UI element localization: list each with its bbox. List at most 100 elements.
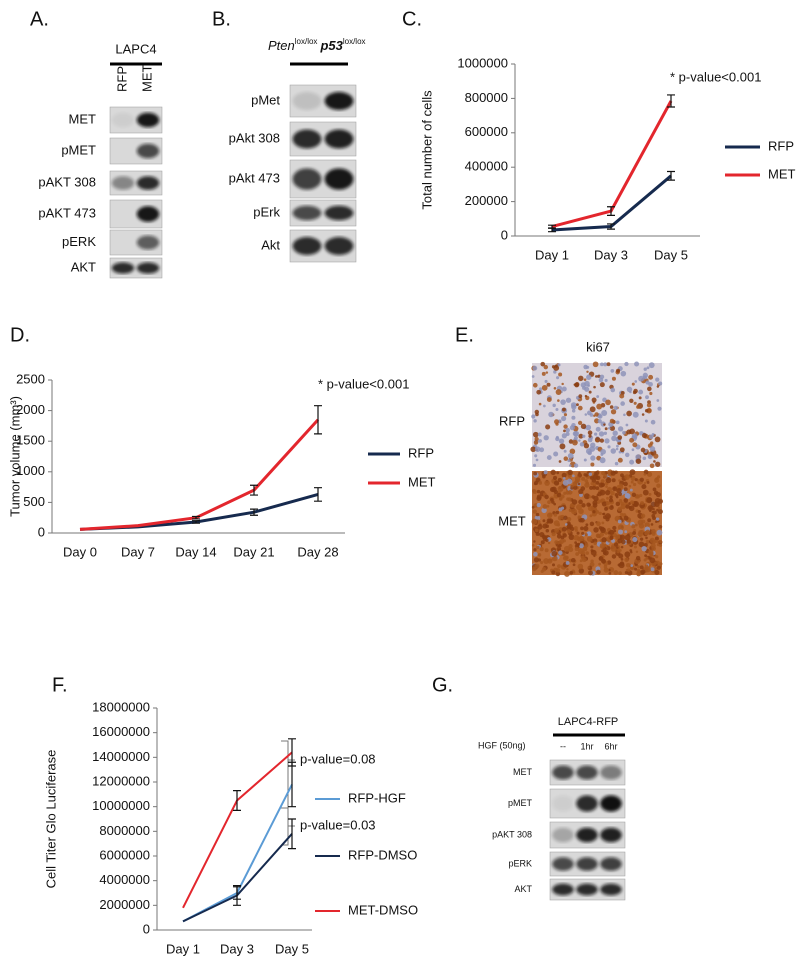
ihc-cell xyxy=(639,493,643,498)
y-tick-label: 16000000 xyxy=(92,724,150,739)
ihc-cell xyxy=(593,414,596,418)
ihc-cell xyxy=(537,553,542,557)
ihc-cell xyxy=(572,439,578,446)
ihc-cell xyxy=(608,529,615,536)
ihc-cell xyxy=(585,424,592,431)
ihc-cell xyxy=(590,559,594,563)
legend-label: MET-DMSO xyxy=(348,902,418,917)
ihc-cell xyxy=(541,385,548,391)
ihc-cell xyxy=(553,475,558,480)
ihc-cell xyxy=(655,492,661,498)
ihc-cell xyxy=(571,415,576,420)
ihc-cell xyxy=(578,508,584,515)
y-tick-label: 200000 xyxy=(465,193,508,208)
ihc-cell xyxy=(606,362,611,367)
ihc-cell xyxy=(637,565,640,569)
ihc-cell xyxy=(561,472,567,478)
ihc-cell xyxy=(564,571,570,577)
ihc-cell xyxy=(616,368,621,373)
ihc-cell xyxy=(566,529,571,534)
row-label: MET xyxy=(69,111,97,126)
ihc-cell xyxy=(556,533,562,539)
ihc-cell xyxy=(642,489,649,496)
lane-label: MET xyxy=(139,65,154,93)
ihc-cell xyxy=(532,509,537,514)
ihc-cell xyxy=(610,369,615,373)
ihc-cell xyxy=(649,537,656,544)
ihc-cell xyxy=(651,529,656,534)
ihc-cell xyxy=(625,562,631,568)
error-bar xyxy=(233,885,241,906)
ihc-cell xyxy=(624,493,630,499)
y-tick-label: 18000000 xyxy=(92,699,150,714)
ihc-cell xyxy=(543,364,549,370)
band xyxy=(324,237,354,255)
error-bar xyxy=(250,484,258,496)
panel-label: A. xyxy=(30,8,49,30)
ihc-cell xyxy=(533,540,536,543)
y-axis-label: Total number of cells xyxy=(419,90,434,210)
y-tick-label: 2500 xyxy=(16,371,45,386)
ihc-cell xyxy=(646,402,652,408)
ihc-cell xyxy=(613,529,617,533)
ihc-cell xyxy=(576,403,579,407)
series-line xyxy=(79,492,319,531)
ihc-cell xyxy=(634,567,638,571)
ihc-cell xyxy=(538,402,542,406)
ihc-cell xyxy=(617,435,623,440)
ihc-cell xyxy=(649,441,654,445)
ihc-cell xyxy=(609,418,615,424)
row-label: pERK xyxy=(508,858,532,868)
ihc-cell xyxy=(543,404,546,408)
ihc-cell xyxy=(635,458,642,464)
ihc-cell xyxy=(535,412,539,417)
ihc-cell xyxy=(534,446,541,452)
ihc-cell xyxy=(650,567,655,572)
ihc-cell xyxy=(581,531,585,535)
ihc-cell xyxy=(631,382,635,386)
row-label: pAkt 308 xyxy=(229,130,280,145)
ihc-cell xyxy=(531,518,538,525)
ihc-cell xyxy=(618,479,621,482)
error-bar xyxy=(607,223,615,230)
ihc-cell xyxy=(620,370,627,377)
ihc-cell xyxy=(609,495,613,499)
ihc-cell xyxy=(548,411,554,418)
ihc-cell xyxy=(638,534,641,538)
ihc-cell xyxy=(536,389,542,395)
ihc-cell xyxy=(570,484,574,488)
ihc-cell xyxy=(536,545,540,550)
annotation: p-value=0.08 xyxy=(300,751,376,766)
ihc-cell xyxy=(587,505,594,512)
ihc-cell xyxy=(624,530,628,534)
ihc-cell xyxy=(630,550,633,554)
ihc-cell xyxy=(592,474,599,480)
ihc-cell xyxy=(566,568,569,571)
ihc-cell xyxy=(576,531,580,535)
ihc-cell xyxy=(571,404,577,410)
ihc-cell xyxy=(618,529,624,535)
ihc-cell xyxy=(572,481,578,487)
panel-label: B. xyxy=(212,8,231,30)
ihc-cell xyxy=(583,458,587,462)
ihc-cell xyxy=(561,382,564,386)
x-tick-label: Day 14 xyxy=(175,544,216,559)
ihc-cell xyxy=(591,397,597,403)
band xyxy=(136,262,160,274)
x-tick-label: Day 5 xyxy=(654,247,688,262)
ihc-cell xyxy=(644,554,648,558)
ihc-cell xyxy=(627,533,630,537)
ihc-cell xyxy=(593,385,596,389)
x-tick-label: Day 0 xyxy=(63,544,97,559)
band xyxy=(600,857,622,871)
ihc-cell xyxy=(600,479,605,484)
ihc-cell xyxy=(638,530,643,535)
ihc-cell xyxy=(595,426,601,432)
ihc-cell xyxy=(536,494,542,500)
error-bar xyxy=(250,508,258,516)
error-bar xyxy=(607,206,615,216)
ihc-cell xyxy=(586,536,593,542)
legend-label: MET xyxy=(408,474,436,489)
ihc-cell xyxy=(536,489,541,494)
ihc-cell xyxy=(573,485,578,490)
